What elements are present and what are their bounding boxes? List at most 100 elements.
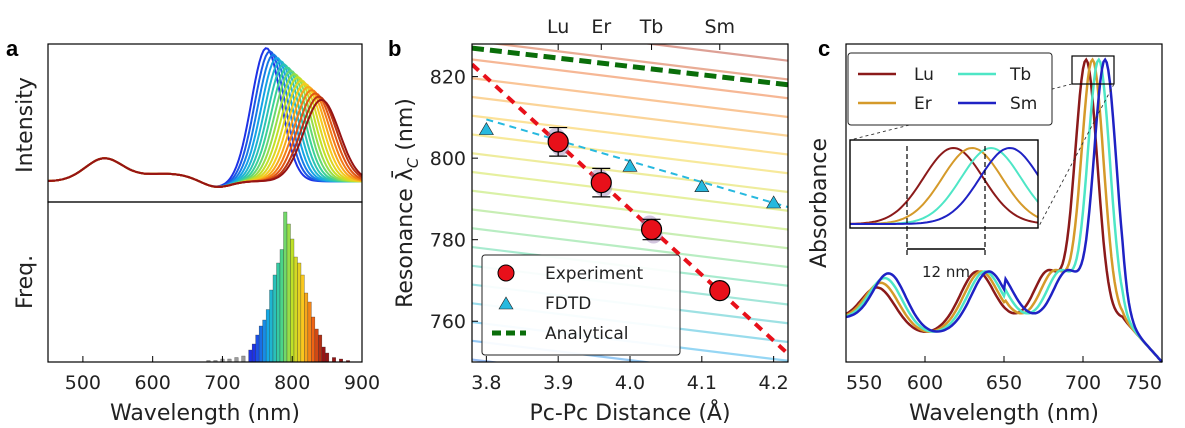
histogram-bar-7: [251, 343, 256, 363]
panel-c-tick-label-3: 700: [1065, 372, 1101, 394]
isoline-2: [489, 44, 788, 81]
isoline-12: [472, 227, 788, 269]
legend-analytical-label: Analytical: [545, 324, 628, 344]
legend-experiment-label: Experiment: [545, 264, 644, 284]
panel-b-x-axis-label: Pc-Pc Distance (Å): [529, 399, 730, 426]
histogram-bar-18: [290, 238, 295, 363]
intensity-curve-16: [47, 98, 363, 188]
panel-c: 550 600 650 700 750 Absorbance Wavelength (n…: [807, 43, 1163, 426]
histogram-bar-24: [311, 316, 316, 363]
top-label-lu: Lu: [547, 16, 569, 38]
absorbance-curve-lu: [845, 57, 1163, 363]
histogram-bar-9: [258, 325, 263, 363]
experiment-point-2: [640, 218, 663, 241]
isoline-7: [472, 133, 788, 175]
inset-curves: [850, 146, 1038, 225]
panel-c-legend-box: [847, 52, 1053, 126]
histogram-bar-8: [255, 334, 260, 363]
histogram-bar-15: [279, 249, 284, 363]
histogram-bar-12: [269, 289, 274, 363]
legend-tb-label: Tb: [1009, 65, 1031, 85]
panel-b-x-tick-label-2: 4.0: [615, 372, 645, 394]
histogram-bar-21: [300, 274, 305, 363]
frequency-axis-label: Freq.: [13, 255, 38, 309]
inset-background: [850, 140, 1038, 228]
histogram-bar-16: [283, 211, 288, 363]
panel-b-legend: Experiment FDTD Analytical: [481, 254, 681, 356]
legend-sm-label: Sm: [1010, 94, 1037, 114]
panel-c-x-ticks: 550 600 650 700 750: [845, 356, 1163, 394]
legend-lu-label: Lu: [914, 65, 934, 85]
isoline-9: [472, 170, 788, 212]
inset-curve-lu: [850, 146, 1038, 225]
isoline-4: [472, 77, 788, 119]
histogram-bar-10: [262, 319, 267, 363]
panel-b-y-tick-label-3: 820: [430, 67, 466, 89]
background-isolines: [472, 3, 788, 362]
panel-b: 3.8 3.9 4.0 4.1 4.2 760 780 800 820 Lu Er Tb Sm Res…: [392, 3, 789, 426]
intensity-curves: [47, 47, 363, 188]
histogram-bar-6: [248, 349, 253, 363]
zoom-inset: 12 nm: [849, 139, 1039, 281]
intensity-curve-5: [47, 63, 362, 188]
histogram-bar-20: [297, 262, 302, 363]
intensity-axis-label: Intensity: [13, 77, 38, 173]
panel-a-tick-label-4: 900: [344, 372, 380, 394]
zoom-region-box: [1071, 55, 1115, 85]
inset-shift-label: 12 nm: [922, 263, 970, 281]
experiment-point-3: [709, 280, 731, 302]
panel-c-tick-label-4: 750: [1126, 372, 1162, 394]
panel-b-x-tick-label-3: 4.1: [687, 372, 717, 394]
panel-c-legend: Lu Er Tb Sm: [847, 52, 1053, 126]
histogram-bar-17: [286, 223, 291, 363]
panel-label-b: b: [388, 36, 401, 61]
isoline-6: [472, 114, 788, 156]
panel-b-y-tick-label-0: 760: [430, 311, 466, 333]
histogram-bar-26: [318, 334, 323, 363]
panel-a-x-axis-label: Wavelength (nm): [110, 401, 300, 426]
lanthanide-top-labels: Lu Er Tb Sm: [547, 16, 735, 50]
inset-curve-sm: [850, 146, 1038, 225]
experiment-fit-line: [472, 62, 788, 356]
absorbance-axis-label: Absorbance: [807, 138, 832, 268]
isoline-3: [472, 58, 788, 100]
fdtd-point-0: [478, 122, 494, 135]
panel-a-tick-label-2: 700: [204, 372, 240, 394]
panel-b-ticks: 3.8 3.9 4.0 4.1 4.2 760 780 800 820: [430, 67, 789, 394]
frequency-histogram: [206, 211, 350, 363]
histogram-bar-29: [332, 357, 336, 363]
histogram-bar-25: [314, 328, 319, 363]
panel-b-x-tick-label-4: 4.2: [759, 372, 789, 394]
isoline-0: [472, 3, 788, 42]
panel-c-tick-label-2: 650: [986, 372, 1022, 394]
absorbance-curve-er: [845, 57, 1163, 363]
panel-label-c: c: [818, 36, 830, 61]
isoline-11: [472, 208, 788, 250]
histogram-bar-11: [265, 309, 270, 363]
intensity-curve-6: [47, 66, 362, 188]
resonance-plot-area: [472, 45, 788, 356]
absorbance-curve-tb: [845, 57, 1163, 363]
legend-experiment-marker: [497, 264, 515, 282]
fdtd-fit-line: [486, 118, 788, 209]
panel-b-x-tick-label-1: 3.9: [543, 372, 573, 394]
histogram-bar-28: [325, 352, 330, 363]
top-label-tb: Tb: [639, 16, 664, 38]
histogram-bar-22: [304, 292, 309, 363]
histogram-bar-23: [307, 301, 312, 363]
experiment-point-1: [590, 172, 612, 194]
panel-b-y-tick-label-2: 800: [430, 148, 466, 170]
isoline-5: [472, 95, 788, 137]
legend-fdtd-marker: [498, 296, 514, 310]
panel-b-x-tick-label-0: 3.8: [471, 372, 501, 394]
resonance-axis-label: Resonance λ̄C (nm): [392, 98, 422, 308]
legend-fdtd-label: FDTD: [545, 294, 591, 314]
absorbance-curves: [845, 57, 1163, 363]
panel-c-tick-label-1: 600: [907, 372, 943, 394]
inset-frame: [849, 139, 1039, 229]
histogram-bar-19: [293, 256, 298, 363]
panel-a: Intensity Freq. 500 600 700 800 900 Waveleng…: [13, 43, 380, 426]
panel-c-tick-label-0: 550: [846, 372, 882, 394]
histogram-bar-27: [321, 346, 326, 363]
